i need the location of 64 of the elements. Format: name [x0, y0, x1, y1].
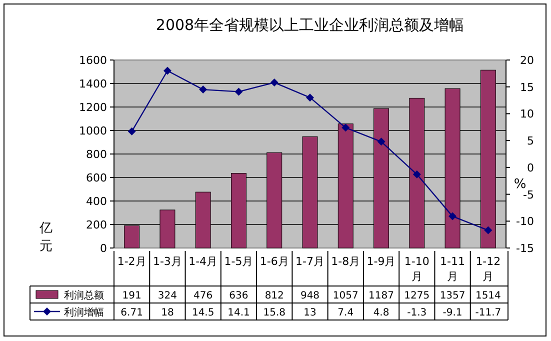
x-tick-label: 1-8月 — [331, 255, 360, 268]
data-label: -9.1 — [442, 308, 462, 318]
y2-tick-label: 0 — [527, 161, 534, 174]
data-label: 1187 — [368, 290, 394, 302]
data-label: 324 — [158, 290, 177, 302]
point — [128, 127, 136, 136]
data-label: 15.8 — [263, 308, 286, 318]
y-tick-label: 400 — [86, 195, 107, 208]
x-tick-label: 1-9月 — [366, 255, 396, 268]
y-tick-label: 800 — [86, 148, 107, 161]
y-tick-label: 600 — [86, 172, 107, 184]
x-tick-label: 1-10月 — [404, 255, 430, 283]
point — [270, 78, 278, 87]
data-label: 812 — [264, 290, 284, 302]
point — [234, 88, 243, 96]
y2-tick-label: 15 — [520, 80, 534, 94]
y-tick-label: 1400 — [79, 78, 107, 90]
x-tick-label: 1-11月 — [440, 255, 466, 283]
data-label: 4.8 — [373, 308, 390, 318]
y2-tick-label: 20 — [520, 54, 534, 67]
data-label: 7.4 — [338, 308, 354, 318]
data-label: 14.1 — [228, 308, 250, 318]
data-label: 6.71 — [120, 308, 143, 318]
y2-tick-label: -15 — [516, 242, 534, 255]
y-tick-label: 1600 — [79, 54, 107, 67]
point — [377, 138, 386, 146]
y-tick-label: 0 — [100, 242, 107, 255]
x-tick-label: 1-2月 — [117, 255, 146, 268]
data-label: -11.7 — [475, 308, 502, 318]
x-tick-label: 1-5月 — [224, 255, 254, 268]
data-label: 18 — [161, 308, 174, 318]
y-tick-label: 200 — [86, 218, 107, 232]
data-label: 1357 — [440, 290, 466, 302]
chart-title: 2008年全省规模以上工业企业利润总额及增幅 — [156, 16, 464, 34]
data-label: 1275 — [404, 290, 430, 302]
y2-tick-label: 5 — [527, 134, 534, 148]
x-tick-label: 1-4月 — [188, 255, 218, 268]
legend-label: 利润增幅 — [64, 306, 104, 318]
data-label: 14.5 — [192, 308, 214, 318]
point — [342, 124, 350, 132]
data-label: 636 — [229, 290, 248, 302]
data-label: 1057 — [332, 290, 358, 302]
point — [306, 94, 314, 102]
data-label: 948 — [300, 290, 320, 302]
data-label: 13 — [304, 308, 316, 318]
data-label: 191 — [122, 290, 142, 302]
legend-label: 利润总额 — [64, 290, 104, 302]
y-axis-title: 亿元 — [38, 221, 52, 254]
x-tick-label: 1-12月 — [476, 255, 501, 283]
point — [199, 86, 208, 94]
y2-tick-label: -10 — [516, 215, 534, 228]
data-label: -1.3 — [407, 308, 427, 318]
point — [484, 226, 492, 234]
x-tick-label: 1-3月 — [152, 255, 182, 268]
y-tick-label: 1200 — [79, 101, 107, 114]
point — [163, 66, 172, 75]
point — [448, 212, 457, 220]
data-label: 476 — [194, 290, 213, 302]
x-tick-label: 1-7月 — [296, 255, 324, 268]
point — [412, 170, 421, 178]
y2-tick-label: 10 — [520, 108, 534, 121]
data-label: 1514 — [475, 290, 501, 302]
y-tick-label: 1000 — [79, 124, 107, 138]
x-tick-label: 1-6月 — [260, 255, 289, 268]
